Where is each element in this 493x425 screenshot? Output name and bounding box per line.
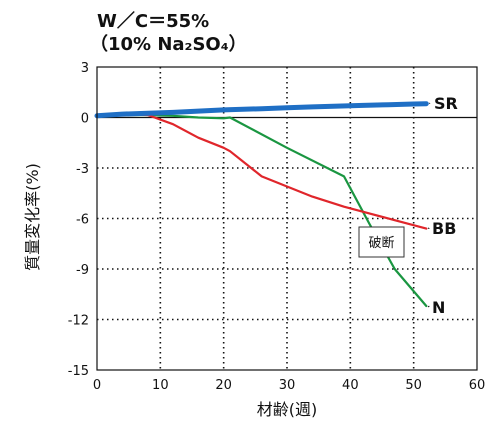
series-label-bb: BB bbox=[432, 219, 456, 238]
series-label-leader bbox=[428, 102, 431, 105]
y-tick-label: 3 bbox=[81, 61, 89, 76]
x-tick-label: 10 bbox=[152, 378, 169, 393]
plot-frame bbox=[96, 66, 478, 371]
x-tick-label: 60 bbox=[469, 378, 486, 393]
chart-title: W／C＝55% （10% Na₂SO₄） bbox=[90, 11, 247, 55]
x-tick-label: 0 bbox=[93, 378, 101, 393]
x-tick-label: 40 bbox=[342, 378, 359, 393]
annotation: 破断 bbox=[358, 226, 405, 258]
x-tick-label: 50 bbox=[405, 378, 422, 393]
x-axis-label: 材齢(週) bbox=[257, 400, 318, 419]
series-label-leader bbox=[427, 227, 430, 230]
y-tick-label: -3 bbox=[76, 162, 89, 177]
series-line-n bbox=[95, 113, 428, 308]
chart-title-line-2: （10% Na₂SO₄） bbox=[90, 34, 247, 55]
series-lines bbox=[94, 101, 429, 308]
series-line-bb bbox=[95, 112, 428, 230]
annotation-label: 破断 bbox=[368, 236, 394, 251]
y-tick-label: 0 bbox=[81, 112, 89, 127]
y-axis-label: 質量変化率(%) bbox=[23, 163, 42, 271]
series-line-sr bbox=[94, 101, 429, 119]
y-tick-label: -9 bbox=[76, 263, 89, 278]
y-tick-label: -12 bbox=[68, 314, 89, 329]
y-tick-label: -15 bbox=[68, 364, 89, 379]
series-label-sr: SR bbox=[434, 94, 458, 113]
series-label-n: N bbox=[432, 298, 445, 317]
annotation-box bbox=[358, 226, 405, 258]
series-label-leader bbox=[427, 305, 430, 308]
x-tick-label: 20 bbox=[215, 378, 232, 393]
y-tick-label: -6 bbox=[76, 213, 89, 228]
series-labels: SR BB N bbox=[427, 94, 458, 317]
chart-title-line-1: W／C＝55% bbox=[97, 11, 209, 32]
x-tick-label: 30 bbox=[279, 378, 296, 393]
